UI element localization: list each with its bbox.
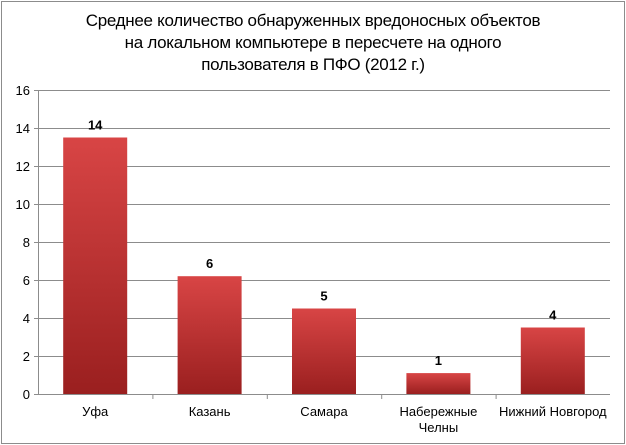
- y-tick-label: 12: [16, 159, 30, 174]
- data-label: 4: [549, 308, 557, 323]
- chart-title-line-3: пользователя в ПФО (2012 г.): [201, 55, 425, 74]
- labels: 0 2 4 6 8 10 12 14 16 14 Уфа 6 Казань 5 Самара 1 Набереж…: [16, 83, 607, 435]
- bar: [292, 308, 356, 394]
- x-tick-label: Уфа: [82, 404, 109, 419]
- chart-title-line-2: на локальном компьютере в пересчете на о…: [124, 33, 502, 52]
- data-label: 5: [320, 289, 327, 304]
- chart-title: Среднее количество обнаруженных вредонос…: [0, 10, 626, 76]
- y-tick-label: 8: [23, 235, 30, 250]
- chart-title-line-1: Среднее количество обнаруженных вредонос…: [85, 11, 541, 30]
- y-tick-label: 6: [23, 273, 30, 288]
- bar: [520, 327, 585, 394]
- data-label: 14: [88, 118, 103, 133]
- x-tick-label: Челны: [419, 420, 459, 435]
- y-tick-label: 0: [23, 387, 30, 402]
- x-tick-label: Нижний Новгород: [499, 404, 607, 419]
- x-tick-label: Набережные: [399, 404, 477, 419]
- bar: [63, 137, 128, 394]
- x-tick-label: Казань: [189, 404, 231, 419]
- y-tick-label: 2: [23, 349, 30, 364]
- x-tick-label: Самара: [300, 404, 348, 419]
- y-tick-label: 16: [16, 83, 30, 98]
- y-tick-label: 14: [16, 121, 30, 136]
- bars: [63, 137, 585, 394]
- data-label: 1: [435, 353, 442, 368]
- data-label: 6: [206, 256, 213, 271]
- y-tick-label: 4: [23, 311, 30, 326]
- bar: [406, 373, 471, 394]
- axes: [34, 90, 610, 399]
- bar: [177, 276, 242, 394]
- y-tick-label: 10: [16, 197, 30, 212]
